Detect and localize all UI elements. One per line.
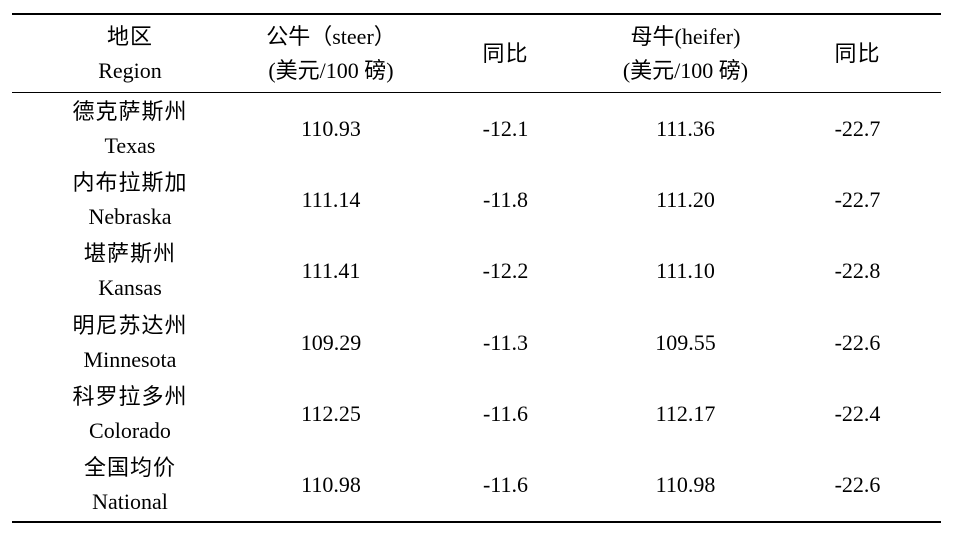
steer-header-line1: 公牛（steer） (266, 23, 396, 49)
steer-yoy-header-label: 同比 (482, 40, 529, 66)
steer-yoy-cell: -11.3 (482, 329, 528, 355)
header-row: 地区 Region 公牛（steer） (美元/100 磅) 同比 母牛(hei… (12, 15, 941, 92)
heifer-yoy-cell: -22.6 (834, 329, 881, 355)
price-table: 地区 Region 公牛（steer） (美元/100 磅) 同比 母牛(hei… (12, 15, 941, 521)
heifer-price-cell: 109.55 (655, 329, 716, 355)
steer-yoy-cell: -11.6 (482, 472, 528, 498)
steer-price-cell: 110.98 (301, 472, 361, 498)
region-name-zh: 明尼苏达州 (72, 312, 188, 338)
region-header-zh: 地区 (106, 23, 153, 49)
region-name-zh: 科罗拉多州 (72, 383, 188, 409)
steer-header: 公牛（steer） (美元/100 磅) (248, 15, 414, 92)
region-name-zh: 全国均价 (83, 455, 176, 481)
steer-header-line2: (美元/100 磅) (268, 57, 394, 83)
heifer-yoy-cell: -22.4 (834, 400, 881, 426)
table-row: 德克萨斯州 Texas 110.93 -12.1 111.36 -22.7 (12, 93, 941, 164)
steer-price-cell: 109.29 (300, 329, 362, 355)
region-name-en: Kansas (98, 275, 162, 301)
heifer-yoy-cell: -22.6 (834, 472, 881, 498)
heifer-yoy-cell: -22.7 (834, 115, 881, 141)
region-header-en: Region (98, 57, 162, 83)
table-row: 明尼苏达州 Minnesota 109.29 -11.3 109.55 -22.… (12, 307, 941, 378)
heifer-price-cell: 111.36 (656, 115, 715, 141)
region-cell: 堪萨斯州 Kansas (12, 236, 248, 307)
steer-yoy-cell: -11.8 (482, 186, 528, 212)
region-cell: 德克萨斯州 Texas (12, 93, 248, 164)
steer-price-cell: 111.14 (301, 186, 361, 212)
region-cell: 科罗拉多州 Colorado (12, 378, 248, 449)
header-rule (12, 92, 941, 93)
steer-yoy-cell: -12.2 (482, 258, 529, 284)
cattle-price-table: 地区 Region 公牛（steer） (美元/100 磅) 同比 母牛(hei… (12, 13, 941, 523)
region-cell: 明尼苏达州 Minnesota (12, 307, 248, 378)
heifer-header: 母牛(heifer) (美元/100 磅) (597, 15, 774, 92)
table-row: 内布拉斯加 Nebraska 111.14 -11.8 111.20 -22.7 (12, 164, 941, 235)
region-name-zh: 堪萨斯州 (83, 241, 176, 267)
table-row: 全国均价 National 110.98 -11.6 110.98 -22.6 (12, 449, 941, 520)
region-cell: 内布拉斯加 Nebraska (12, 164, 248, 235)
heifer-yoy-cell: -22.7 (834, 186, 881, 212)
heifer-yoy-header-label: 同比 (834, 40, 881, 66)
heifer-yoy-header: 同比 (774, 15, 941, 92)
steer-price-cell: 111.41 (301, 258, 361, 284)
heifer-price-cell: 110.98 (655, 472, 716, 498)
region-name-zh: 内布拉斯加 (72, 169, 188, 195)
heifer-price-cell: 112.17 (655, 400, 716, 426)
region-header: 地区 Region (12, 15, 248, 92)
bottom-rule (12, 520, 941, 523)
heifer-header-line1: 母牛(heifer) (630, 23, 741, 49)
heifer-header-line2: (美元/100 磅) (622, 57, 749, 83)
steer-yoy-cell: -12.1 (482, 115, 529, 141)
top-rule (12, 13, 941, 15)
steer-yoy-header: 同比 (414, 15, 597, 92)
steer-price-cell: 110.93 (301, 115, 361, 141)
heifer-price-cell: 111.10 (656, 258, 715, 284)
region-name-en: Minnesota (83, 346, 177, 372)
region-name-zh: 德克萨斯州 (72, 98, 188, 124)
table-row: 堪萨斯州 Kansas 111.41 -12.2 111.10 -22.8 (12, 236, 941, 307)
heifer-yoy-cell: -22.8 (834, 258, 881, 284)
region-cell: 全国均价 National (12, 449, 248, 520)
steer-price-cell: 112.25 (301, 400, 361, 426)
heifer-price-cell: 111.20 (656, 186, 715, 212)
region-name-en: Nebraska (88, 203, 172, 229)
region-name-en: National (92, 489, 168, 515)
region-name-en: Texas (104, 132, 156, 158)
steer-yoy-cell: -11.6 (482, 400, 528, 426)
table-row: 科罗拉多州 Colorado 112.25 -11.6 112.17 -22.4 (12, 378, 941, 449)
region-name-en: Colorado (89, 417, 171, 443)
